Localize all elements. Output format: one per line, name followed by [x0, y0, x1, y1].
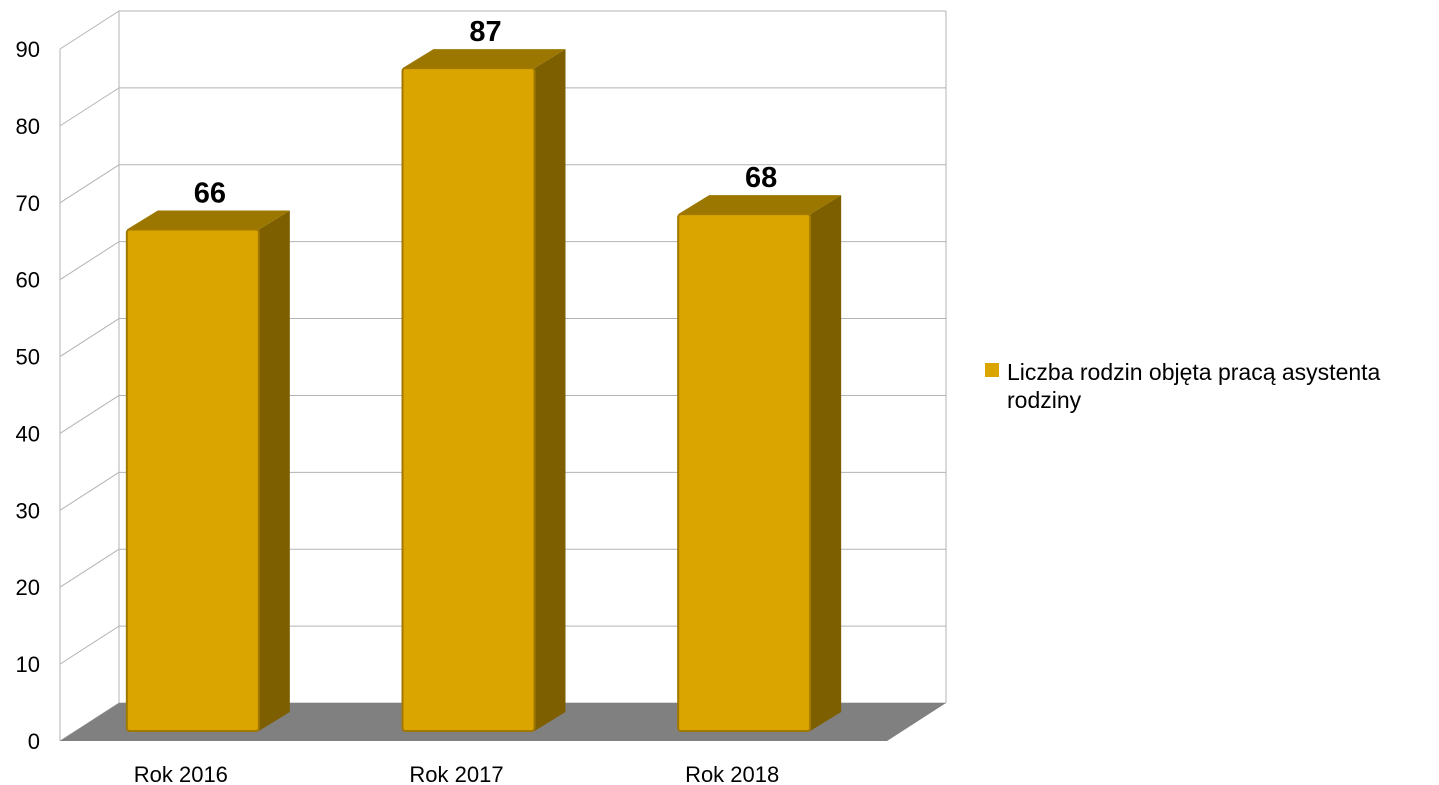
bars: [125, 49, 842, 733]
bar-front-face: [677, 213, 812, 732]
x-tick-label: Rok 2017: [409, 762, 503, 785]
bar-top-face: [678, 195, 842, 215]
y-tick-label: 20: [16, 575, 40, 600]
data-label: 66: [194, 178, 226, 210]
x-axis-ticks: Rok 2016 Rok 2017 Rok 2018: [134, 762, 780, 785]
x-tick-label: Rok 2016: [134, 762, 228, 785]
bar-front-face: [125, 228, 260, 733]
y-tick-label: 30: [16, 498, 40, 523]
gridline-side: [59, 318, 120, 357]
data-labels: 66 87 68: [194, 16, 778, 209]
gridline-side: [59, 548, 120, 588]
gridline-side: [59, 471, 120, 511]
bar-side-face: [258, 210, 290, 732]
y-tick-label: 0: [28, 729, 40, 754]
gridline-side: [59, 10, 120, 50]
y-tick-label: 80: [16, 114, 40, 139]
y-axis-ticks: 0 10 20 30 40 50 60 70 80 90: [16, 37, 40, 754]
y-tick-label: 10: [16, 652, 40, 677]
legend-label: Liczba rodzin objęta pracą asystenta rod…: [1007, 359, 1381, 413]
bar-3: [677, 195, 842, 732]
y-tick-label: 70: [16, 191, 40, 216]
y-tick-label: 90: [16, 37, 40, 62]
gridline-side: [59, 395, 120, 434]
chart-walls: [59, 11, 947, 741]
bar-side-face: [810, 195, 842, 732]
gridline-side: [59, 87, 120, 127]
gridline-side: [59, 241, 120, 281]
gridline-side: [59, 164, 120, 204]
x-tick-label: Rok 2018: [685, 762, 779, 785]
y-tick-label: 40: [16, 421, 40, 446]
bar-side-face: [534, 49, 566, 732]
data-label: 87: [469, 16, 501, 48]
bar-top-face: [402, 49, 566, 69]
bar-front-face: [401, 67, 536, 733]
y-tick-label: 60: [16, 268, 40, 293]
legend-swatch: [985, 363, 999, 377]
data-label: 68: [745, 162, 777, 194]
bar-top-face: [126, 210, 290, 230]
legend: Liczba rodzin objęta pracą asystenta rod…: [985, 358, 1425, 414]
gridline-side: [59, 625, 120, 665]
bar-2: [401, 49, 566, 733]
y-tick-label: 50: [16, 345, 40, 370]
bar-1: [125, 210, 290, 733]
